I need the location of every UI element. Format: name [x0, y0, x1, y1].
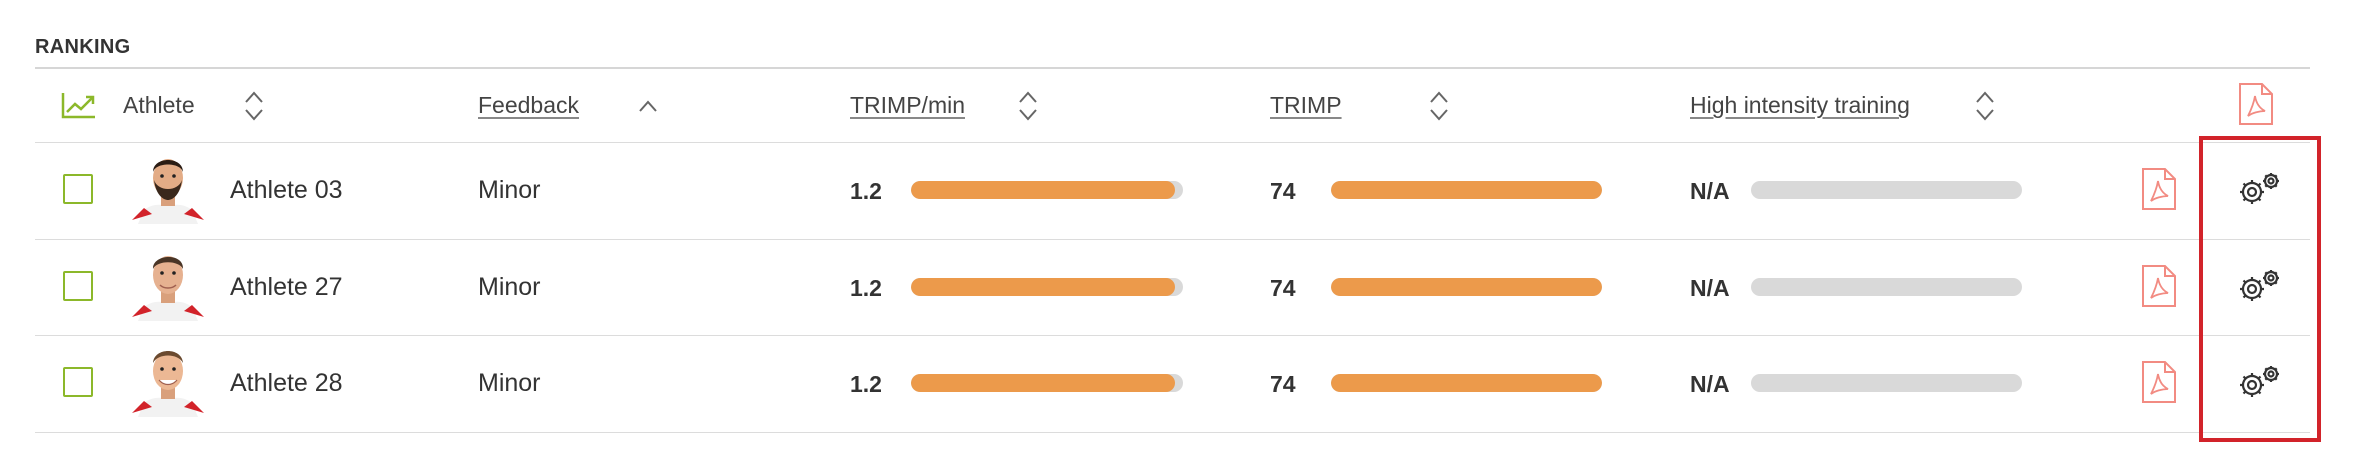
feedback-value: Minor	[478, 369, 541, 397]
avatar	[130, 245, 206, 321]
athlete-name[interactable]: Athlete 27	[230, 273, 343, 301]
hit-sort-icon[interactable]	[1974, 90, 1996, 122]
feedback-sort-asc-icon[interactable]	[637, 98, 659, 114]
row-divider	[35, 335, 2310, 336]
trimp-min-column-header[interactable]: TRIMP/min	[850, 92, 965, 118]
hit-value: N/A	[1690, 275, 1730, 301]
trimp-min-bar-fill	[911, 278, 1175, 296]
trimp-sort-icon[interactable]	[1428, 90, 1450, 122]
trimp-value: 74	[1270, 275, 1296, 301]
trimp-bar-fill	[1331, 374, 1602, 392]
hit-value: N/A	[1690, 371, 1730, 397]
feedback-value: Minor	[478, 273, 541, 301]
athlete-sort-icon[interactable]	[243, 90, 265, 122]
hit-value: N/A	[1690, 178, 1730, 204]
settings-gears-icon[interactable]	[2237, 364, 2281, 400]
avatar	[130, 148, 206, 224]
hit-column-header[interactable]: High intensity training	[1690, 92, 1910, 118]
trimp-min-value: 1.2	[850, 275, 882, 301]
settings-gears-icon[interactable]	[2237, 268, 2281, 304]
row-pdf-icon[interactable]	[2141, 360, 2177, 404]
avatar	[130, 341, 206, 417]
trimp-bar	[1331, 278, 1602, 296]
trimp-min-value: 1.2	[850, 371, 882, 397]
section-divider	[35, 67, 2310, 69]
trend-chart-icon[interactable]	[61, 91, 97, 119]
athlete-name[interactable]: Athlete 28	[230, 369, 343, 397]
trimp-min-bar	[911, 374, 1183, 392]
trimp-value: 74	[1270, 371, 1296, 397]
row-select-checkbox[interactable]	[63, 271, 93, 301]
row-divider	[35, 432, 2310, 433]
row-divider	[35, 142, 2310, 143]
athlete-column-header[interactable]: Athlete	[123, 92, 195, 118]
hit-bar	[1751, 278, 2022, 296]
row-pdf-icon[interactable]	[2141, 167, 2177, 211]
trimp-bar-fill	[1331, 181, 1602, 199]
trimp-min-bar	[911, 181, 1183, 199]
trimp-min-bar	[911, 278, 1183, 296]
export-all-pdf-icon[interactable]	[2238, 82, 2274, 126]
settings-column-highlight	[2199, 136, 2321, 442]
trimp-bar-fill	[1331, 278, 1602, 296]
trimp-min-bar-fill	[911, 181, 1175, 199]
trimp-min-sort-icon[interactable]	[1017, 90, 1039, 122]
row-pdf-icon[interactable]	[2141, 264, 2177, 308]
feedback-column-header[interactable]: Feedback	[478, 92, 580, 118]
trimp-min-value: 1.2	[850, 178, 882, 204]
athlete-name[interactable]: Athlete 03	[230, 176, 343, 204]
hit-bar	[1751, 181, 2022, 199]
trimp-bar	[1331, 374, 1602, 392]
settings-gears-icon[interactable]	[2237, 171, 2281, 207]
trimp-column-header[interactable]: TRIMP	[1270, 92, 1342, 118]
row-divider	[35, 239, 2310, 240]
trimp-min-bar-fill	[911, 374, 1175, 392]
section-title: RANKING	[35, 36, 131, 58]
row-select-checkbox[interactable]	[63, 174, 93, 204]
hit-bar	[1751, 374, 2022, 392]
trimp-bar	[1331, 181, 1602, 199]
trimp-value: 74	[1270, 178, 1296, 204]
feedback-value: Minor	[478, 176, 541, 204]
row-select-checkbox[interactable]	[63, 367, 93, 397]
